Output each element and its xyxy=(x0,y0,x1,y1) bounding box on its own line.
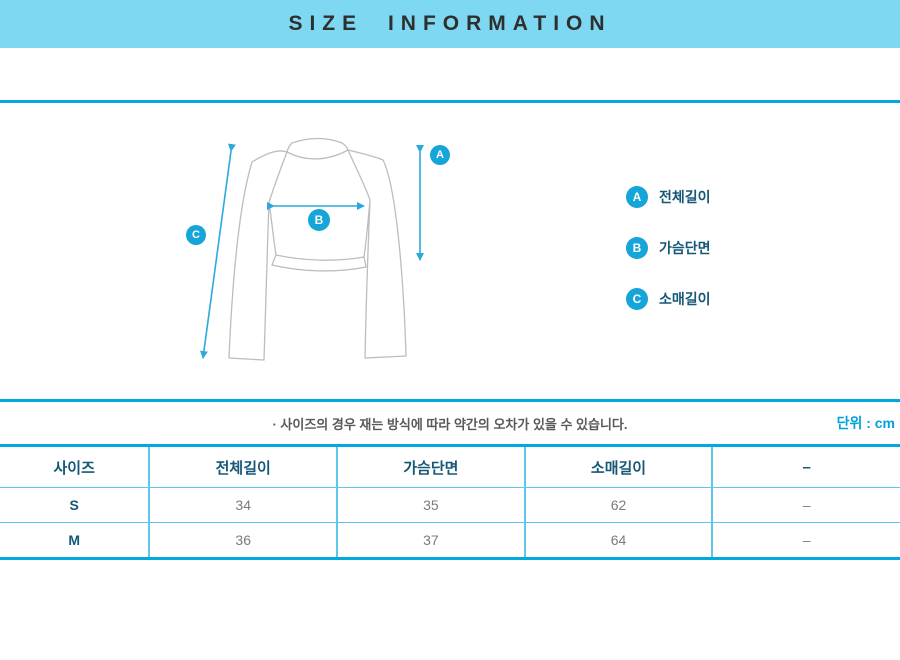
legend-item-chest-width: B 가슴단면 xyxy=(626,237,711,259)
value-s-total-length: 34 xyxy=(148,487,338,523)
divider-top xyxy=(0,100,900,103)
value-m-chest-width: 37 xyxy=(336,522,525,559)
diagram-badge-b: B xyxy=(308,209,330,231)
table-row-m: M 36 37 64 – xyxy=(0,522,900,559)
table-row-s: S 34 35 62 – xyxy=(0,487,900,523)
diagram-badge-c: C xyxy=(186,225,206,245)
value-m-sleeve-length: 64 xyxy=(523,522,713,559)
legend-item-total-length: A 전체길이 xyxy=(626,186,711,208)
col-header-total-length: 전체길이 xyxy=(148,445,338,488)
size-table-header-row: 사이즈 전체길이 가슴단면 소매길이 – xyxy=(0,445,900,488)
col-header-sleeve-length: 소매길이 xyxy=(523,445,713,488)
value-m-dash: – xyxy=(711,522,900,559)
legend-badge-b: B xyxy=(626,237,648,259)
page-title: SIZE INFORMATION xyxy=(288,12,612,35)
size-label-m: M xyxy=(0,522,150,559)
garment-diagram xyxy=(199,137,424,361)
garment-outline xyxy=(228,137,407,361)
legend-item-sleeve-length: C 소매길이 xyxy=(626,288,711,310)
value-s-dash: – xyxy=(711,487,900,523)
value-s-sleeve-length: 62 xyxy=(523,487,713,523)
note-row: · 사이즈의 경우 재는 방식에 따라 약간의 오차가 있을 수 있습니다. 단… xyxy=(0,402,900,444)
title-bar: SIZE INFORMATION xyxy=(0,0,900,48)
legend-badge-c: C xyxy=(626,288,648,310)
arrow-c-sleeve-length xyxy=(199,143,236,359)
legend-label-chest-width: 가슴단면 xyxy=(659,240,711,256)
diagram-badge-a: A xyxy=(430,145,450,165)
size-disclaimer-note: · 사이즈의 경우 재는 방식에 따라 약간의 오차가 있을 수 있습니다. xyxy=(272,416,628,432)
legend-label-sleeve-length: 소매길이 xyxy=(659,291,711,307)
legend-badge-a: A xyxy=(626,186,648,208)
value-s-chest-width: 35 xyxy=(336,487,525,523)
divider-note xyxy=(0,399,900,402)
col-header-dash: – xyxy=(711,445,900,488)
size-label-s: S xyxy=(0,487,150,523)
measurement-legend: A 전체길이 B 가슴단면 C 소매길이 xyxy=(626,186,711,339)
size-table: 사이즈 전체길이 가슴단면 소매길이 – S 34 35 62 – M 36 3… xyxy=(0,444,900,560)
col-header-chest-width: 가슴단면 xyxy=(336,445,525,488)
col-header-size: 사이즈 xyxy=(53,459,95,477)
legend-label-total-length: 전체길이 xyxy=(659,189,711,205)
unit-label: 단위 : cm xyxy=(836,415,895,431)
measurement-arrows xyxy=(199,143,424,359)
value-m-total-length: 36 xyxy=(148,522,338,559)
